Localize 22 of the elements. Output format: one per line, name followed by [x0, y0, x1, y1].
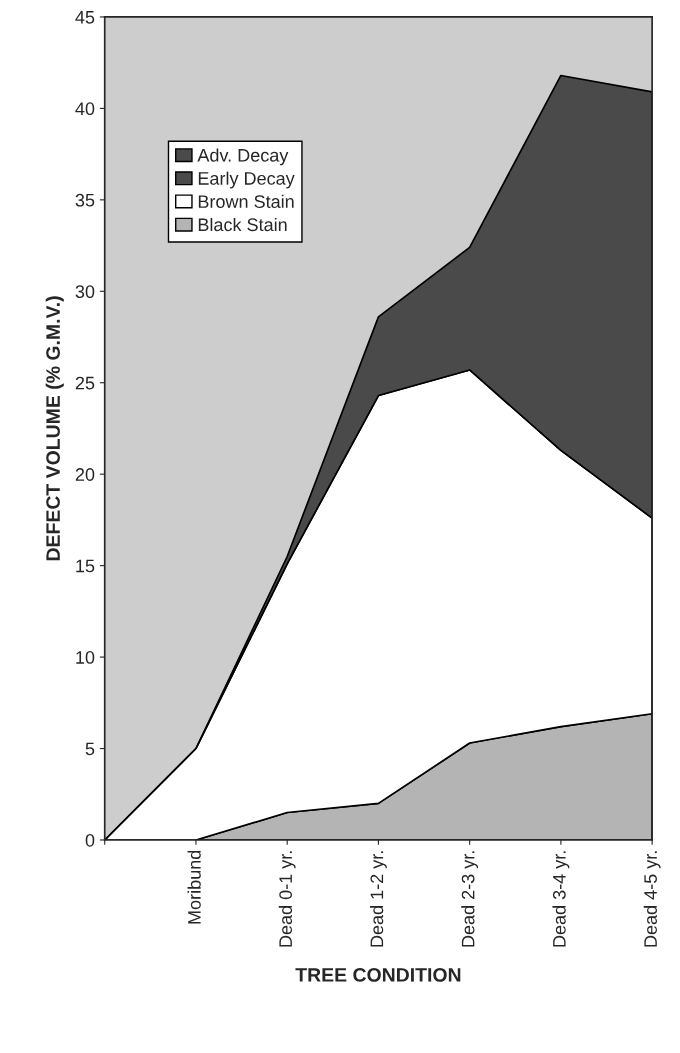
legend-label: Black Stain	[198, 217, 287, 232]
legend-label: Early Decay	[198, 171, 295, 189]
x-tick-label: Dead 3-4 yr.	[552, 851, 570, 947]
x-tick-label: Moribund	[187, 850, 201, 924]
legend-label: Brown Stain	[198, 194, 294, 208]
y-axis-title: DEFECT VOLUME (% G.M.V.)	[45, 296, 64, 561]
y-tick-label: 45	[75, 11, 95, 24]
y-tick-label: 30	[75, 285, 95, 299]
x-axis-title: TREE CONDITION	[295, 968, 461, 982]
y-tick-label: 5	[85, 742, 95, 756]
y-tick-label: 15	[76, 559, 95, 573]
x-tick-label: Dead 1-2 yr.	[370, 851, 387, 947]
x-tick-label: Dead 4-5 yr.	[643, 851, 661, 947]
x-tick-label: Dead 2-3 yr.	[461, 851, 479, 947]
y-tick-label: 10	[76, 651, 95, 664]
legend-label: Adv. Decay	[197, 148, 289, 166]
x-tick-label: Dead 0-1 yr.	[278, 851, 296, 947]
y-tick-label: 25	[75, 376, 95, 390]
y-tick-label: 0	[85, 833, 95, 847]
y-tick-label: 40	[75, 102, 95, 116]
y-tick-label: 35	[75, 193, 95, 207]
y-tick-label: 20	[75, 468, 95, 481]
